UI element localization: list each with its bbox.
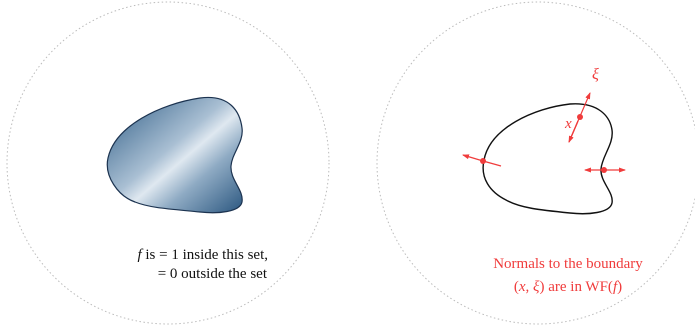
caption-open-paren: (: [514, 279, 519, 295]
normal-vector-right: [584, 167, 626, 173]
shaded-set-region: [106, 96, 243, 214]
caption-inside-text: is = 1 inside this set,: [142, 247, 268, 263]
caption-xi: ξ: [533, 279, 540, 295]
boundary-point-right: [601, 167, 607, 173]
right-panel: ξ x Normals to the boundary (x, ξ) are i…: [376, 1, 695, 325]
left-caption-line2: = 0 outside the set: [158, 266, 268, 282]
set-boundary-outline: [482, 103, 613, 215]
right-dotted-circle: [376, 1, 695, 325]
normal-vector-left: [462, 154, 502, 167]
caption-comma: ,: [526, 279, 534, 295]
left-dotted-circle: [6, 1, 330, 325]
label-xi: ξ: [592, 66, 599, 83]
caption-function-f: f: [137, 247, 143, 263]
boundary-point-left: [480, 158, 486, 164]
normal-vector-top: [568, 92, 591, 143]
left-panel: f is = 1 inside this set, = 0 outside th…: [6, 1, 330, 325]
caption-x: x: [518, 279, 526, 295]
caption-f: f: [613, 279, 619, 295]
label-x: x: [564, 116, 572, 132]
caption-close-paren: ): [617, 279, 622, 295]
right-caption-line2: (x, ξ) are in WF(f): [514, 279, 622, 295]
left-caption-line1: f is = 1 inside this set,: [137, 247, 268, 263]
boundary-point-x: [577, 114, 583, 120]
caption-are-in-wf: ) are in WF(: [539, 279, 612, 295]
right-caption-line1: Normals to the boundary: [493, 256, 643, 272]
